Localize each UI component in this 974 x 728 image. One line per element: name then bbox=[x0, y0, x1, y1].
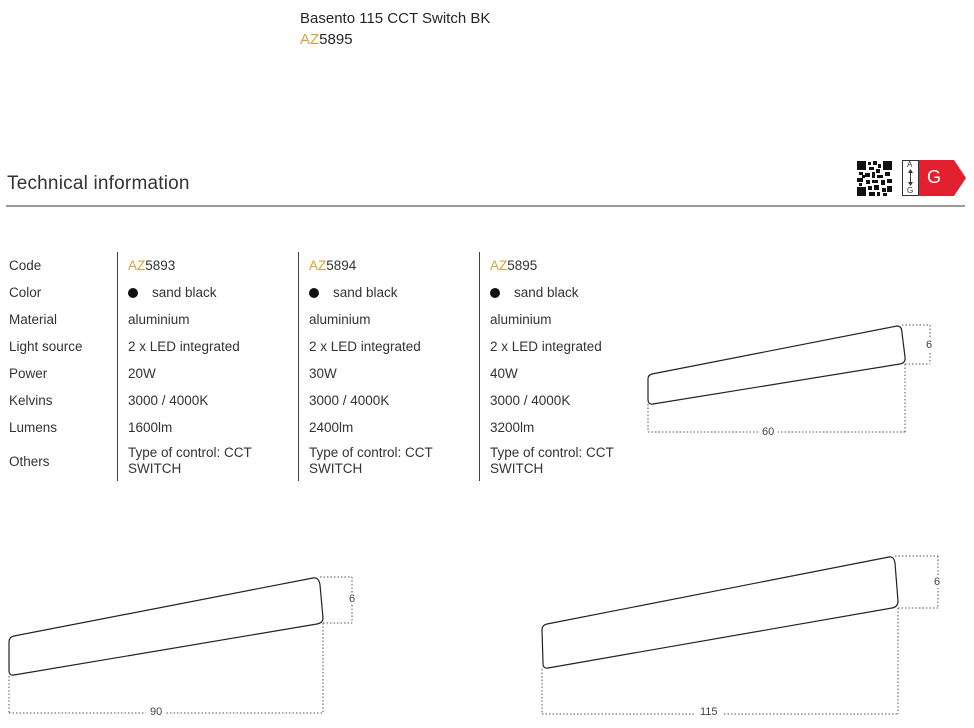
color-swatch-icon bbox=[490, 288, 500, 298]
row-label: Lumens bbox=[9, 420, 58, 435]
spec-table: Code AZ5893 AZ5894 AZ5895 Color sand bla… bbox=[6, 252, 660, 481]
cell-material: aluminium bbox=[298, 306, 480, 333]
cell-others: Type of control: CCT SWITCH bbox=[479, 441, 660, 481]
product-code: AZ5895 bbox=[300, 31, 353, 48]
dim-length-115: 115 bbox=[696, 706, 722, 718]
table-row: Code AZ5893 AZ5894 AZ5895 bbox=[6, 252, 660, 279]
dim-height-115: 6 bbox=[930, 576, 945, 588]
cell-color: sand black bbox=[479, 279, 660, 306]
table-row: Material aluminium aluminium aluminium bbox=[6, 306, 660, 333]
cell-color: sand black bbox=[117, 279, 299, 306]
color-name: sand black bbox=[333, 285, 398, 300]
section-title: Technical information bbox=[7, 173, 190, 194]
row-label: Power bbox=[9, 366, 48, 381]
cell-kelvins: 3000 / 4000K bbox=[298, 387, 480, 414]
energy-label-graphic bbox=[902, 160, 966, 196]
cell-light-source: 2 x LED integrated bbox=[117, 333, 299, 360]
cell-light-source: 2 x LED integrated bbox=[298, 333, 480, 360]
row-label: Kelvins bbox=[9, 393, 53, 408]
cell-code: AZ5895 bbox=[479, 252, 660, 279]
code-prefix: AZ bbox=[490, 258, 508, 273]
cell-code: AZ5894 bbox=[298, 252, 480, 279]
product-code-number: 5895 bbox=[319, 31, 353, 48]
table-row: Power 20W 30W 40W bbox=[6, 360, 660, 387]
others-text: Type of control: CCT SWITCH bbox=[490, 445, 614, 476]
code-number: 5893 bbox=[145, 258, 176, 273]
row-label: Others bbox=[9, 453, 50, 469]
code-prefix: AZ bbox=[309, 258, 327, 273]
cell-code: AZ5893 bbox=[117, 252, 299, 279]
cell-lumens: 1600lm bbox=[117, 414, 299, 441]
code-number: 5895 bbox=[507, 258, 538, 273]
cell-others: Type of control: CCT SWITCH bbox=[117, 441, 299, 481]
product-code-prefix: AZ bbox=[300, 31, 320, 48]
dim-height-60: 6 bbox=[922, 339, 937, 351]
cell-kelvins: 3000 / 4000K bbox=[479, 387, 660, 414]
others-text: Type of control: CCT SWITCH bbox=[309, 445, 433, 476]
row-label: Material bbox=[9, 312, 58, 327]
row-label: Color bbox=[9, 285, 42, 300]
color-swatch-icon bbox=[128, 288, 138, 298]
code-prefix: AZ bbox=[128, 258, 146, 273]
fixture-90-outline bbox=[8, 577, 324, 676]
cell-power: 30W bbox=[298, 360, 480, 387]
dim-height-90: 6 bbox=[345, 593, 360, 605]
cell-lumens: 3200lm bbox=[479, 414, 660, 441]
energy-class: G bbox=[927, 167, 942, 187]
cell-material: aluminium bbox=[479, 306, 660, 333]
section-divider bbox=[6, 205, 965, 207]
qr-code-icon bbox=[857, 161, 892, 196]
cell-kelvins: 3000 / 4000K bbox=[117, 387, 299, 414]
table-row: Kelvins 3000 / 4000K 3000 / 4000K 3000 /… bbox=[6, 387, 660, 414]
others-text: Type of control: CCT SWITCH bbox=[128, 445, 252, 476]
cell-power: 40W bbox=[479, 360, 660, 387]
cell-color: sand black bbox=[298, 279, 480, 306]
fixture-60-outline bbox=[647, 325, 906, 405]
color-swatch-icon bbox=[309, 288, 319, 298]
energy-label: A G G bbox=[902, 160, 966, 196]
row-label: Code bbox=[9, 258, 42, 273]
table-row: Color sand black sand black sand black bbox=[6, 279, 660, 306]
row-label: Light source bbox=[9, 339, 83, 354]
dim-length-90: 90 bbox=[146, 706, 167, 718]
cell-others: Type of control: CCT SWITCH bbox=[298, 441, 480, 481]
color-name: sand black bbox=[152, 285, 217, 300]
fixture-115-outline bbox=[541, 556, 899, 669]
table-row: Others Type of control: CCT SWITCH Type … bbox=[6, 441, 660, 481]
cell-material: aluminium bbox=[117, 306, 299, 333]
dim-length-60: 60 bbox=[758, 426, 779, 438]
product-name: Basento 115 CCT Switch BK bbox=[300, 10, 491, 27]
energy-scale-bottom: G bbox=[907, 186, 914, 195]
table-row: Light source 2 x LED integrated 2 x LED … bbox=[6, 333, 660, 360]
cell-lumens: 2400lm bbox=[298, 414, 480, 441]
code-number: 5894 bbox=[326, 258, 357, 273]
energy-scale-top: A bbox=[907, 160, 913, 169]
cell-light-source: 2 x LED integrated bbox=[479, 333, 660, 360]
cell-power: 20W bbox=[117, 360, 299, 387]
color-name: sand black bbox=[514, 285, 579, 300]
table-row: Lumens 1600lm 2400lm 3200lm bbox=[6, 414, 660, 441]
